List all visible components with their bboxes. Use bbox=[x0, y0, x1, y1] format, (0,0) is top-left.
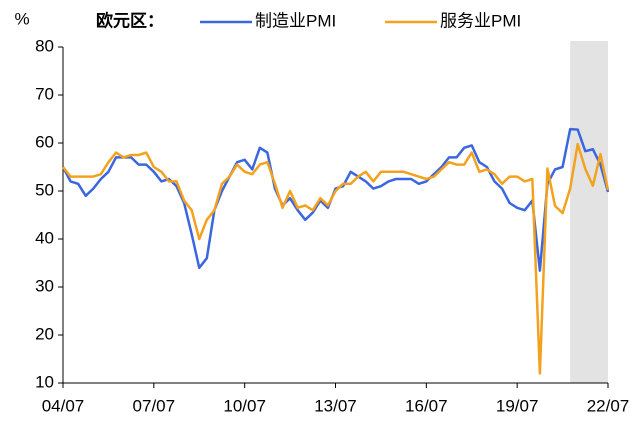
y-tick-label: 30 bbox=[35, 276, 54, 295]
y-tick-label: 10 bbox=[35, 372, 54, 391]
line-series bbox=[62, 142, 610, 375]
legend-label: 服务业PMI bbox=[440, 11, 521, 30]
y-axis-label: % bbox=[14, 9, 29, 28]
legend-label: 制造业PMI bbox=[255, 11, 336, 30]
highlight-region bbox=[570, 41, 608, 383]
y-tick-label: 40 bbox=[35, 228, 54, 247]
legend-title: 欧元区： bbox=[96, 10, 164, 30]
x-tick-label: 19/07 bbox=[496, 396, 539, 415]
y-tick-label: 20 bbox=[35, 324, 54, 343]
y-tick-label: 80 bbox=[35, 36, 54, 55]
y-tick-label: 70 bbox=[35, 84, 54, 103]
x-tick-label: 07/07 bbox=[133, 396, 176, 415]
x-tick-label: 22/07 bbox=[587, 396, 630, 415]
x-tick-label: 16/07 bbox=[405, 396, 448, 415]
x-tick-label: 04/07 bbox=[42, 396, 85, 415]
x-tick-label: 13/07 bbox=[314, 396, 357, 415]
y-tick-label: 50 bbox=[35, 180, 54, 199]
y-tick-label: 60 bbox=[35, 132, 54, 151]
x-tick-label: 10/07 bbox=[223, 396, 266, 415]
line-series bbox=[61, 127, 610, 272]
